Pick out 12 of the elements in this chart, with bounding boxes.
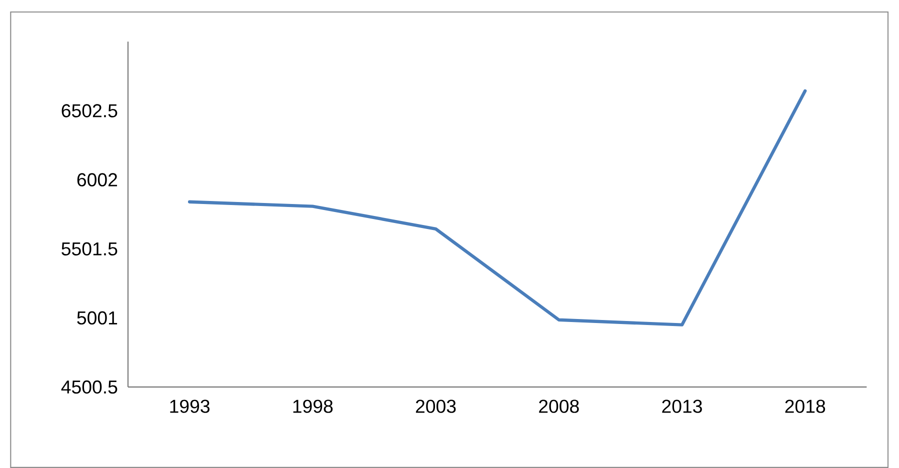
- x-tick-label: 1998: [293, 400, 333, 413]
- x-tick-label: 2003: [416, 400, 456, 413]
- line-series: [188, 89, 807, 326]
- x-tick-label: 2008: [539, 400, 579, 413]
- x-tick-label: 2013: [662, 400, 702, 413]
- y-tick-label: 5501.5: [62, 242, 118, 256]
- y-tick-label: 4500.5: [61, 380, 118, 394]
- y-tick-label: 6502.5: [62, 104, 118, 118]
- y-tick-label: 6002: [77, 173, 118, 186]
- x-tick-label: 2018: [785, 400, 826, 413]
- x-tick-label: 1993: [170, 400, 210, 413]
- y-tick-label: 5001: [77, 311, 118, 325]
